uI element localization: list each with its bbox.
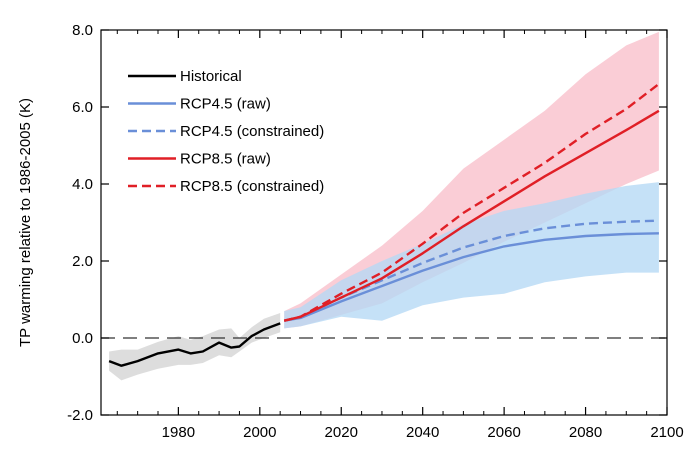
x-axis-ticks: 1980 2000 2020 2040 2060 2080 2100 bbox=[116, 30, 684, 441]
series-line-rcp8-5-raw bbox=[283, 109, 660, 322]
x-tick-label: 2060 bbox=[487, 424, 520, 441]
plot-frame bbox=[100, 29, 668, 416]
y-tick-label: 6.0 bbox=[72, 99, 93, 116]
series-line-rcp8-5-constrained bbox=[283, 82, 660, 322]
x-tick-label: 2000 bbox=[243, 424, 276, 441]
legend-label-historical: Historical bbox=[180, 68, 242, 85]
x-tick-label: 2080 bbox=[569, 424, 602, 441]
legend: Historical RCP4.5 (raw) RCP4.5 (constraine… bbox=[128, 68, 324, 195]
y-tick-label: 0.0 bbox=[72, 330, 93, 347]
y-tick-label: 4.0 bbox=[72, 176, 93, 193]
legend-label-rcp8-5-constrained: RCP8.5 (constrained) bbox=[180, 178, 324, 195]
y-axis-ticks: -2.0 0.0 2.0 4.0 6.0 8.0 bbox=[67, 22, 667, 424]
series-line-historical bbox=[108, 322, 281, 367]
series-line-rcp4-5-raw bbox=[284, 232, 659, 322]
x-tick-label: 2100 bbox=[650, 424, 683, 441]
y-axis-title: TP warming relative to 1986-2005 (K) bbox=[17, 98, 34, 347]
series-lines bbox=[108, 82, 660, 367]
y-tick-label: -2.0 bbox=[67, 407, 93, 424]
band-rcp8-5-raw bbox=[284, 31, 659, 329]
y-tick-label: 8.0 bbox=[72, 22, 93, 39]
legend-label-rcp8-5-raw: RCP8.5 (raw) bbox=[180, 151, 271, 168]
x-tick-label: 1980 bbox=[162, 424, 195, 441]
x-tick-label: 2020 bbox=[325, 424, 358, 441]
y-tick-label: 2.0 bbox=[72, 253, 93, 270]
x-tick-label: 2040 bbox=[406, 424, 439, 441]
band-historical bbox=[109, 313, 281, 381]
legend-label-rcp4-5-constrained: RCP4.5 (constrained) bbox=[180, 123, 324, 140]
legend-label-rcp4-5-raw: RCP4.5 (raw) bbox=[180, 96, 271, 113]
